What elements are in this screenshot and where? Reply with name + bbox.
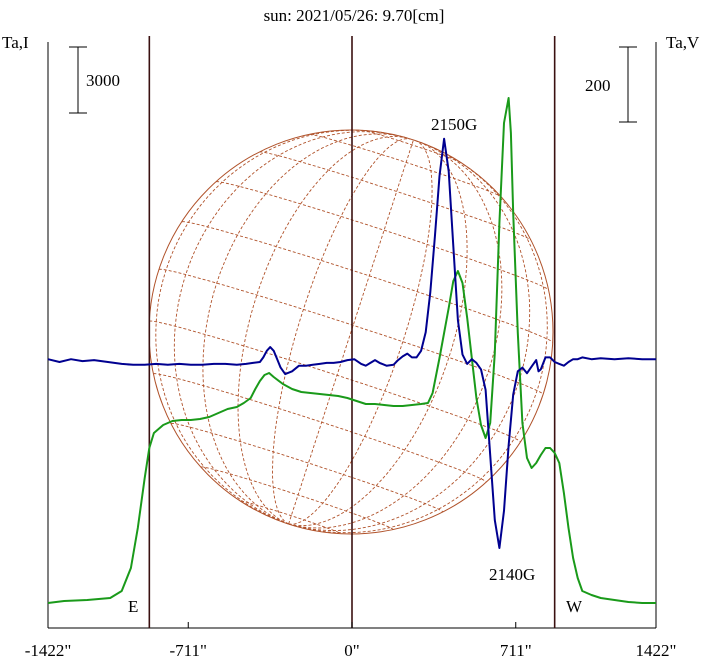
left-axis-label: Ta,I xyxy=(2,33,29,52)
reference-lines xyxy=(148,36,556,628)
disk-meridian-line xyxy=(288,139,414,525)
polarization-series-line xyxy=(47,137,656,549)
right-axis-label: Ta,V xyxy=(666,33,700,52)
disk-meridian-line xyxy=(155,129,384,525)
x-tick-label: 1422" xyxy=(636,641,677,660)
disk-meridian-line xyxy=(237,136,409,525)
marker-west: W xyxy=(566,597,583,616)
x-axis-ticks: -1422" -711" 0" 711" 1422" xyxy=(25,622,677,660)
disk-latitude-line xyxy=(170,422,444,513)
annotation-2140g: 2140G xyxy=(489,565,535,584)
disk-meridian-line xyxy=(288,141,503,529)
chart-title: sun: 2021/05/26: 9.70[cm] xyxy=(264,6,445,25)
disk-meridian-line xyxy=(288,140,433,525)
disk-latitude-line xyxy=(259,151,532,241)
disk-meridian-line xyxy=(288,145,531,532)
series-group xyxy=(47,97,656,604)
left-scale-label: 3000 xyxy=(86,71,120,90)
x-tick-label: -1422" xyxy=(25,641,72,660)
disk-latitude-line xyxy=(362,129,461,163)
right-scale-bar xyxy=(619,46,637,123)
x-tick-label: -711" xyxy=(170,641,207,660)
disk-latitude-line xyxy=(216,181,549,291)
left-scale-bar xyxy=(69,46,87,114)
disk-meridian-line xyxy=(288,151,548,534)
disk-meridian-line xyxy=(272,138,411,525)
disk-latitude-line xyxy=(158,268,544,395)
x-tick-label: 0" xyxy=(344,641,359,660)
marker-east: E xyxy=(128,597,138,616)
annotation-2150g: 2150G xyxy=(431,115,477,134)
disk-meridian-line xyxy=(173,131,396,525)
x-tick-label: 711" xyxy=(500,641,532,660)
intensity-series-line xyxy=(47,97,656,604)
disk-meridian-line xyxy=(288,141,468,527)
disk-meridian-line xyxy=(202,133,407,525)
right-scale-label: 200 xyxy=(585,76,611,95)
